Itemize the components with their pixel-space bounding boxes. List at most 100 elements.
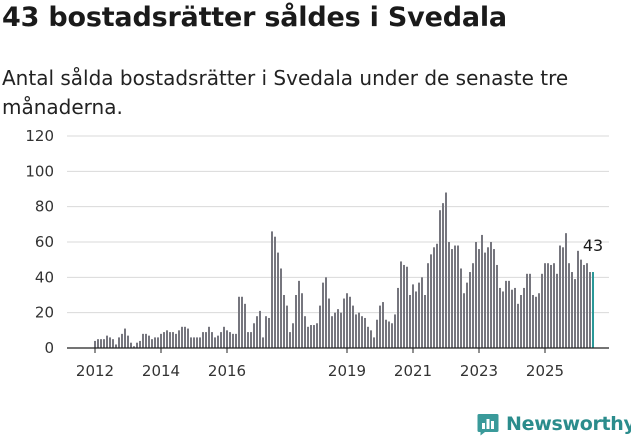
bar bbox=[526, 273, 528, 348]
last-value-label: 43 bbox=[583, 236, 603, 255]
bar bbox=[496, 264, 498, 348]
bar bbox=[253, 323, 255, 348]
bar bbox=[292, 323, 294, 348]
bar bbox=[178, 330, 180, 348]
bar bbox=[490, 242, 492, 348]
bar bbox=[400, 261, 402, 348]
bar bbox=[559, 245, 561, 348]
bar bbox=[190, 337, 192, 348]
bar bbox=[154, 337, 156, 348]
bar bbox=[250, 332, 252, 348]
bar bbox=[238, 296, 240, 348]
bar bbox=[124, 328, 126, 348]
bar bbox=[256, 316, 258, 348]
bar bbox=[376, 319, 378, 348]
bar-layer bbox=[94, 192, 594, 348]
bar bbox=[433, 247, 435, 348]
bar bbox=[328, 298, 330, 348]
bar bbox=[511, 289, 513, 348]
bar bbox=[373, 337, 375, 348]
bar bbox=[499, 287, 501, 348]
bar bbox=[535, 296, 537, 348]
bar bbox=[184, 326, 186, 348]
bar bbox=[160, 333, 162, 348]
bar bbox=[163, 332, 165, 348]
bar bbox=[475, 242, 477, 348]
bar bbox=[298, 280, 300, 348]
bar bbox=[397, 287, 399, 348]
bar bbox=[232, 333, 234, 348]
bar bbox=[271, 231, 273, 348]
bar bbox=[109, 337, 111, 348]
bar bbox=[412, 284, 414, 348]
bar bbox=[523, 287, 525, 348]
bar bbox=[334, 312, 336, 348]
bar bbox=[214, 337, 216, 348]
bar bbox=[394, 314, 396, 348]
x-tick-label: 2012 bbox=[76, 362, 114, 380]
bar bbox=[226, 330, 228, 348]
bar bbox=[142, 333, 144, 348]
bar bbox=[199, 337, 201, 348]
bar bbox=[103, 339, 105, 348]
bar bbox=[241, 296, 243, 348]
bar bbox=[97, 339, 99, 348]
bar bbox=[529, 273, 531, 348]
bar bbox=[442, 203, 444, 348]
bar bbox=[415, 291, 417, 348]
bar bbox=[466, 282, 468, 348]
x-tick-label: 2019 bbox=[328, 362, 366, 380]
bar bbox=[295, 295, 297, 348]
bar bbox=[448, 242, 450, 348]
bar bbox=[265, 316, 267, 348]
bar bbox=[361, 316, 363, 348]
y-tick-label: 80 bbox=[35, 198, 54, 216]
bar bbox=[268, 317, 270, 348]
bar bbox=[316, 323, 318, 348]
bar bbox=[571, 272, 573, 348]
bar bbox=[457, 245, 459, 348]
bar bbox=[319, 305, 321, 348]
bar bbox=[502, 291, 504, 348]
bar bbox=[562, 247, 564, 348]
bar-latest bbox=[592, 272, 594, 348]
bar bbox=[547, 263, 549, 348]
axis-layer: 0 20 40 60 80 100 120 2012 2014 2016 2019 2021 2023 2… bbox=[25, 127, 609, 380]
bar bbox=[460, 268, 462, 348]
bar bbox=[520, 295, 522, 348]
bar bbox=[544, 263, 546, 348]
y-tick-label: 20 bbox=[35, 304, 54, 322]
bar bbox=[430, 254, 432, 348]
bar bbox=[313, 325, 315, 348]
bar bbox=[424, 295, 426, 348]
bar bbox=[589, 272, 591, 348]
chart-subtitle: Antal sålda bostadsrätter i Svedala unde… bbox=[2, 66, 569, 119]
bar bbox=[349, 296, 351, 348]
bar bbox=[337, 309, 339, 348]
bar bbox=[553, 263, 555, 348]
bar bbox=[280, 268, 282, 348]
bar bbox=[508, 280, 510, 348]
bar bbox=[355, 314, 357, 348]
bar bbox=[382, 302, 384, 348]
bar bbox=[304, 316, 306, 348]
bar bbox=[157, 337, 159, 348]
bar bbox=[388, 321, 390, 348]
bar bbox=[115, 344, 117, 348]
bar bbox=[514, 287, 516, 348]
newsworthy-logo[interactable]: Newsworthy bbox=[476, 409, 631, 439]
bar bbox=[568, 263, 570, 348]
bar bbox=[586, 263, 588, 348]
chart-title: 43 bostadsrätter såldes i Svedala bbox=[2, 2, 507, 33]
x-tick-label: 2016 bbox=[208, 362, 246, 380]
bar bbox=[370, 330, 372, 348]
bar bbox=[517, 303, 519, 348]
bar bbox=[166, 330, 168, 348]
bar bbox=[469, 272, 471, 348]
bar bbox=[307, 326, 309, 348]
newsworthy-bar-icon bbox=[477, 414, 499, 436]
y-tick-label: 120 bbox=[25, 127, 54, 145]
bar bbox=[211, 332, 213, 348]
bar bbox=[94, 340, 96, 348]
